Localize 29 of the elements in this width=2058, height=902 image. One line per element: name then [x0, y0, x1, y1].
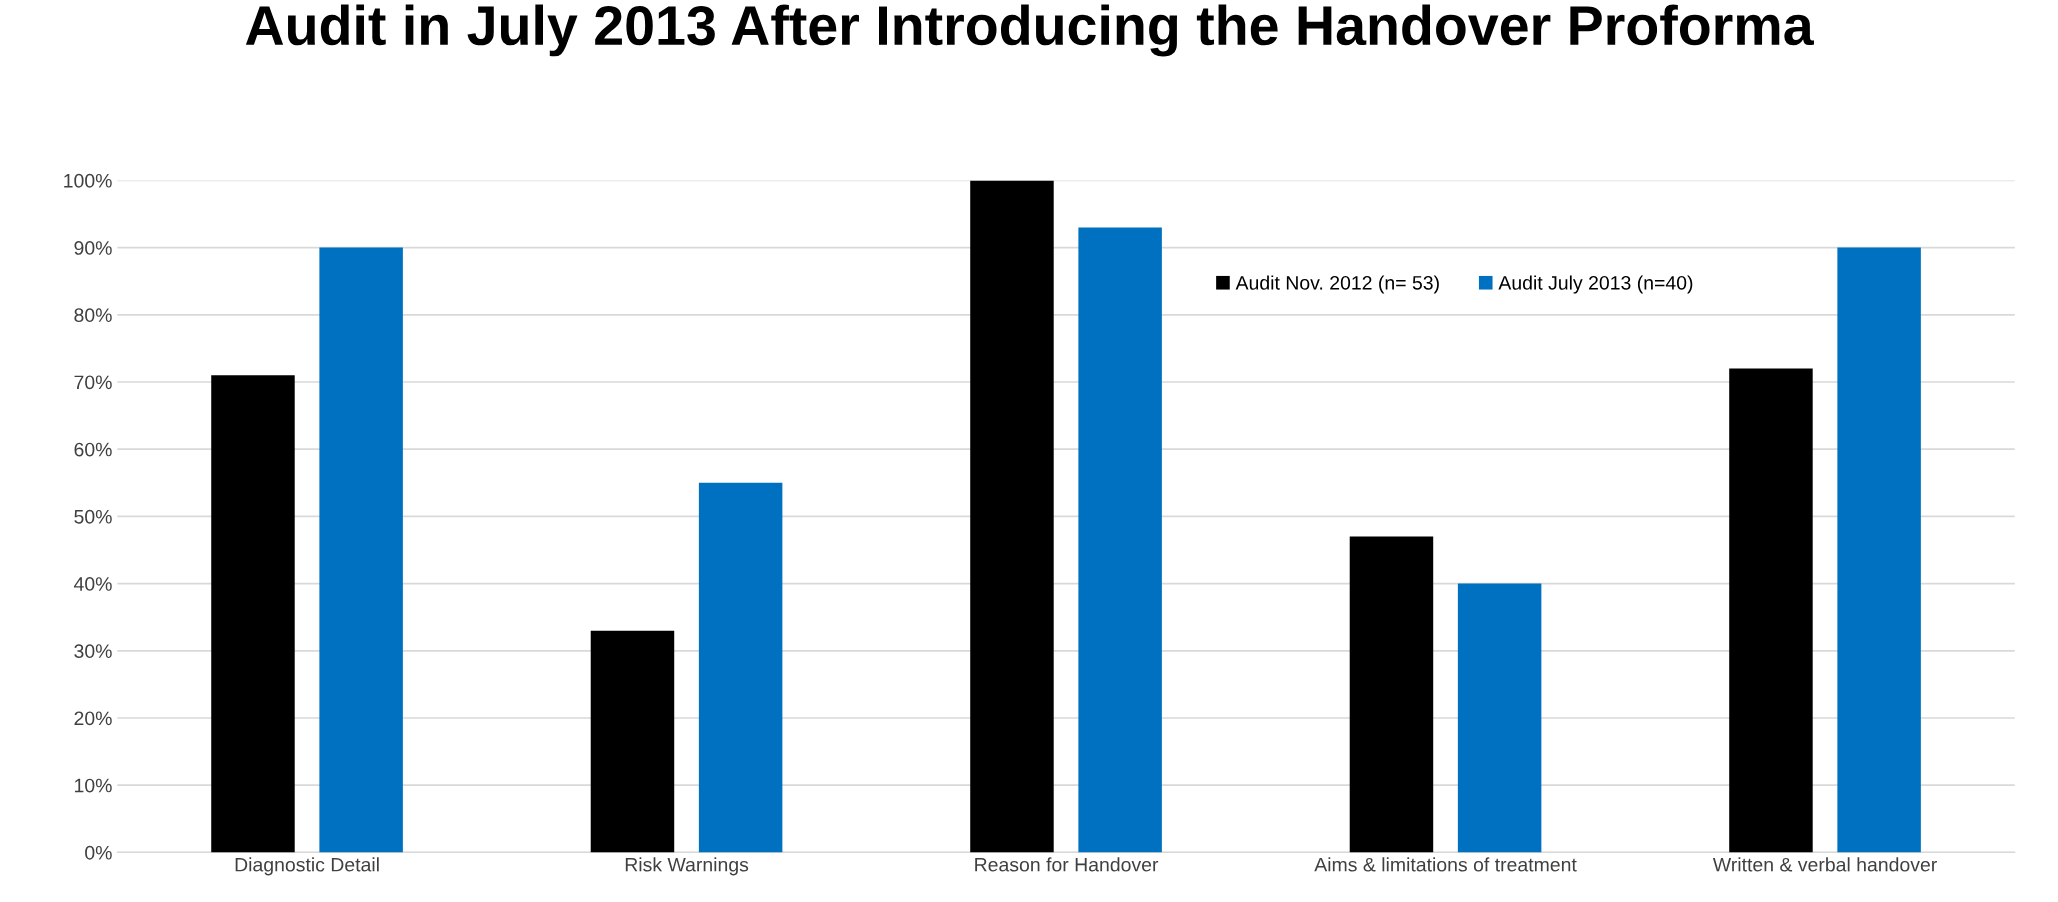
x-tick-label: Risk Warnings — [625, 857, 749, 876]
y-tick-label: 60% — [74, 442, 112, 457]
legend-label: Audit July 2013 (n=40) — [1498, 275, 1693, 294]
bar — [211, 375, 295, 853]
y-tick-label: 10% — [75, 778, 112, 793]
x-tick-label: Aims & limitations of treatment — [1314, 857, 1577, 872]
bar — [1078, 227, 1162, 853]
bar — [319, 247, 403, 853]
y-tick-label: 90% — [74, 241, 112, 255]
x-tick-label: Reason for Handover — [975, 857, 1159, 872]
y-tick-label: 20% — [74, 711, 112, 726]
bar — [1457, 583, 1542, 853]
chart-title: Audit in July 2013 After Introducing the Handover Proforma — [245, 4, 1814, 57]
y-tick-label: 0% — [85, 845, 112, 860]
y-tick-label: 100% — [64, 173, 112, 188]
bar — [970, 180, 1054, 853]
y-tick-label: 50% — [74, 509, 112, 524]
bar — [1837, 247, 1921, 853]
y-tick-label: 30% — [74, 644, 112, 659]
bar — [1729, 368, 1813, 853]
legend-label: Audit Nov. 2012 (n= 53) — [1235, 275, 1439, 294]
bar — [698, 482, 783, 853]
y-tick-label: 80% — [74, 308, 112, 323]
bar — [1349, 536, 1434, 853]
x-tick-label: Written & verbal handover — [1712, 857, 1937, 872]
x-tick-label: Diagnostic Detail — [235, 857, 379, 876]
y-tick-label: 40% — [73, 577, 112, 591]
y-tick-label: 70% — [74, 375, 112, 390]
bar — [590, 630, 675, 853]
